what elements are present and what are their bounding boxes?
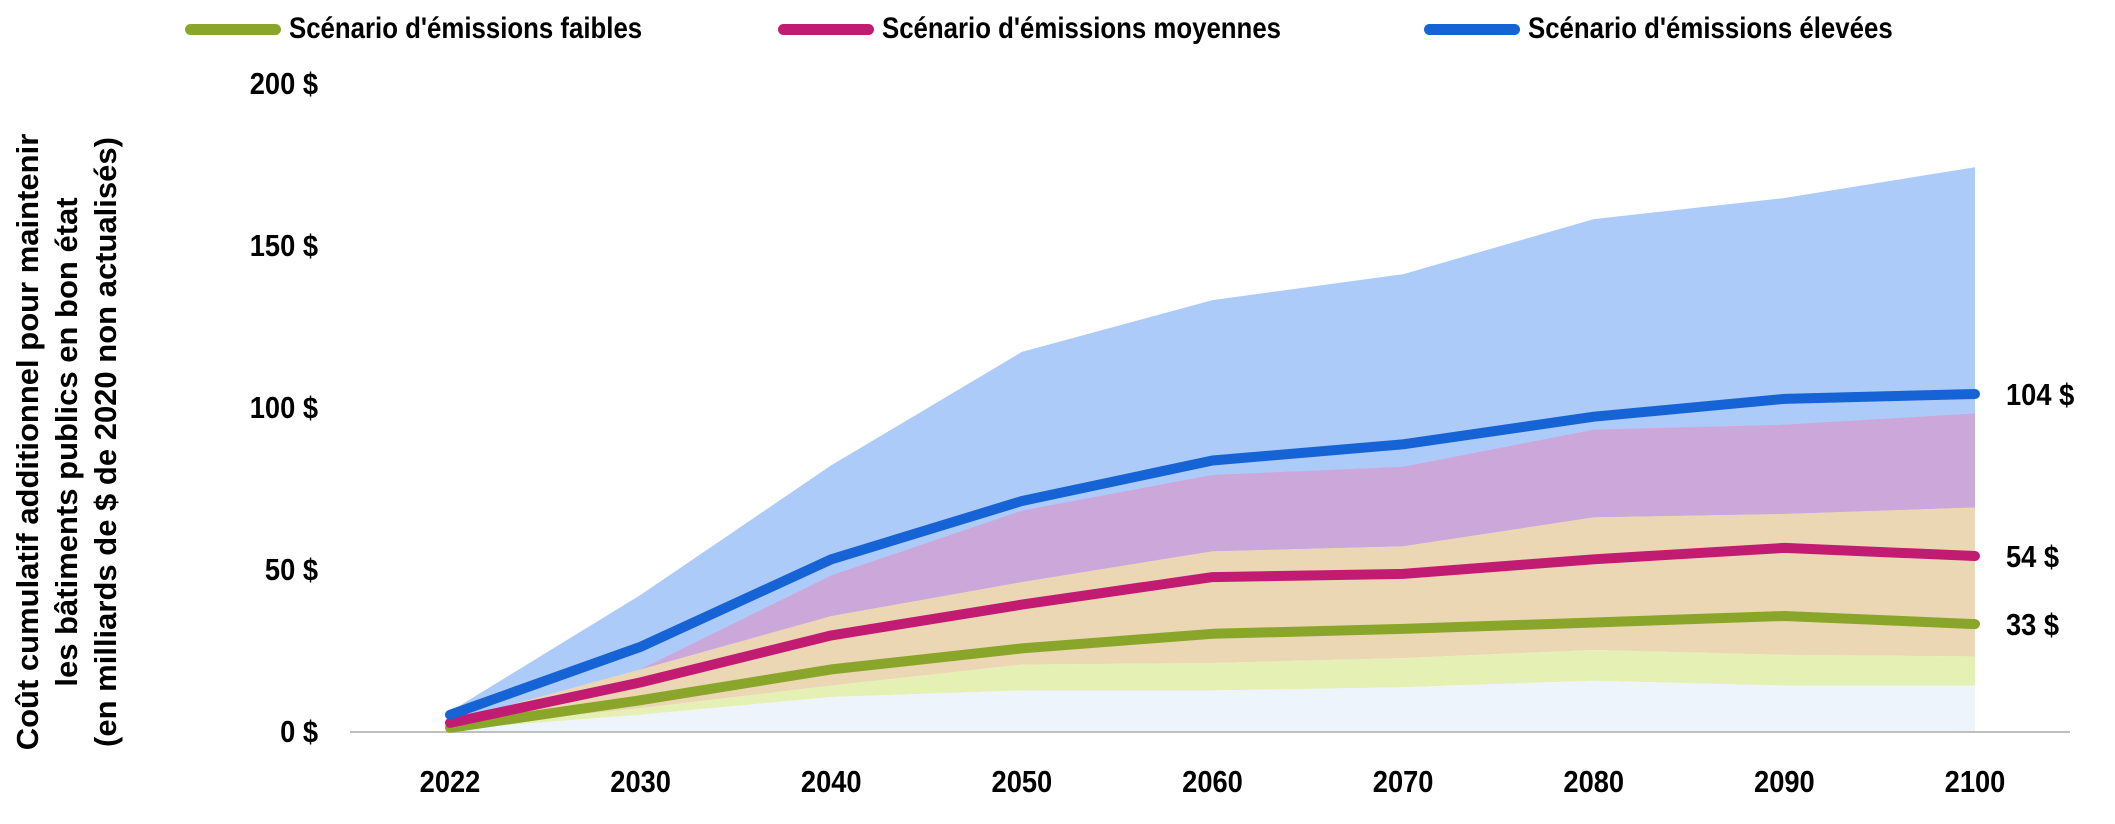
y-axis-label-line-2: les bâtiments publics en bon état — [49, 197, 84, 687]
legend-item-high: Scénario d'émissions élevées — [1423, 12, 1952, 46]
band-base — [450, 680, 1975, 731]
end-label-medium: 54 $ — [2006, 540, 2059, 574]
y-tick-label: 150 $ — [250, 229, 318, 263]
line-medium-emissions — [445, 542, 1980, 728]
line-high-emissions — [445, 389, 1980, 720]
x-tick-label: 2030 — [610, 765, 671, 799]
series-lines — [445, 389, 1980, 733]
legend-item-low: Scénario d'émissions faibles — [185, 12, 700, 46]
x-tick-label: 2100 — [1945, 765, 2006, 799]
y-axis-label-line-1: Coût cumulatif additionnel pour mainteni… — [10, 133, 45, 751]
legend-swatch-high — [1423, 23, 1520, 35]
y-axis-ticks: 0 $ 50 $ 100 $ 150 $ 200 $ — [250, 67, 318, 749]
legend-label-medium: Scénario d'émissions moyennes — [881, 12, 1281, 45]
legend-label-low: Scénario d'émissions faibles — [289, 12, 643, 45]
line-low-emissions — [445, 611, 1980, 733]
band-overlap-upper — [450, 413, 1975, 722]
legend-swatch-low — [185, 23, 281, 35]
x-tick-label: 2090 — [1754, 765, 1815, 799]
y-tick-label: 200 $ — [250, 67, 318, 101]
band-high-emissions — [450, 167, 1975, 725]
x-tick-label: 2040 — [801, 765, 862, 799]
legend-swatch-medium — [777, 23, 874, 35]
legend-item-medium: Scénario d'émissions moyennes — [777, 12, 1346, 46]
y-tick-label: 100 $ — [250, 391, 318, 425]
x-tick-label: 2080 — [1563, 765, 1624, 799]
y-tick-label: 50 $ — [265, 553, 318, 587]
y-tick-label: 0 $ — [280, 715, 318, 749]
end-label-low: 33 $ — [2006, 609, 2059, 643]
x-axis-ticks: 2022 2030 2040 2050 2060 2070 2080 2090 2100 — [420, 765, 2006, 799]
y-axis-label: Coût cumulatif additionnel pour mainteni… — [8, 122, 125, 762]
end-value-labels: 33 $ 54 $ 104 $ — [2006, 378, 2074, 642]
confidence-bands — [450, 167, 1975, 731]
band-low-emissions — [450, 650, 1975, 730]
x-tick-label: 2070 — [1373, 765, 1434, 799]
x-tick-label: 2050 — [992, 765, 1053, 799]
legend: Scénario d'émissions faibles Scénario d'… — [185, 12, 1952, 46]
x-tick-label: 2022 — [420, 765, 481, 799]
y-axis-label-line-3: (en milliards de $ de 2020 non actualisé… — [88, 137, 123, 747]
end-label-high: 104 $ — [2006, 378, 2074, 412]
x-tick-label: 2060 — [1182, 765, 1243, 799]
legend-label-high: Scénario d'émissions élevées — [1527, 12, 1893, 45]
